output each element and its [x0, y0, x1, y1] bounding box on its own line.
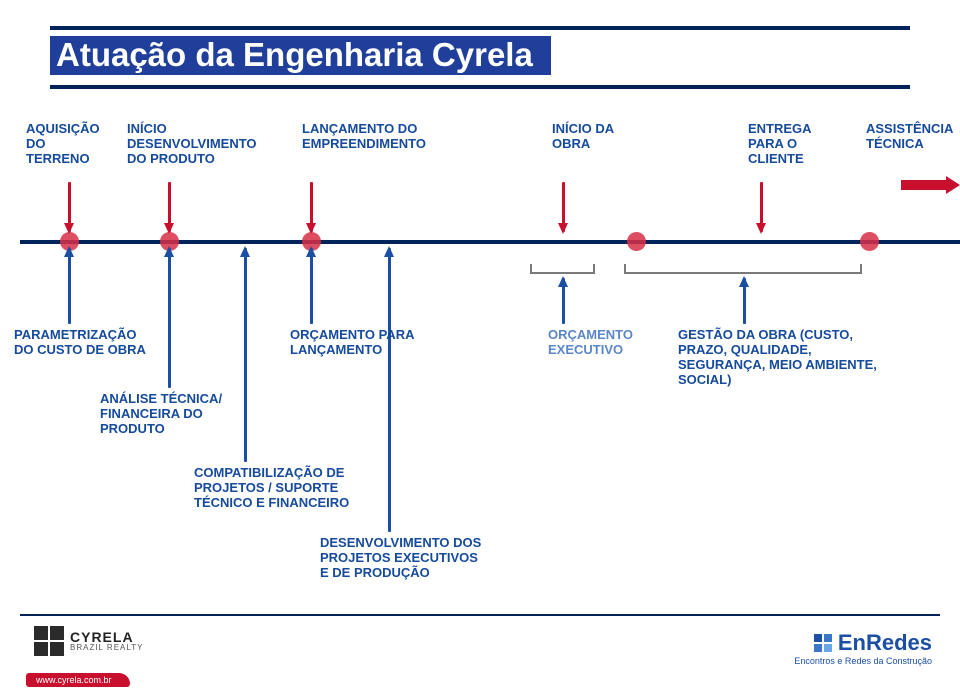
milestone-label: ASSISTÊNCIATÉCNICA	[866, 122, 960, 152]
activity-label-line: DO CUSTO DE OBRA	[14, 343, 174, 358]
timeline-dot	[627, 232, 646, 251]
milestone-label-line: ASSISTÊNCIA	[866, 122, 960, 137]
top-labels-area: AQUISIÇÃODOTERRENOINÍCIODESENVOLVIMENTOD…	[0, 118, 960, 218]
activity-label: ORÇAMENTOEXECUTIVO	[548, 328, 678, 358]
milestone-label-line: DO PRODUTO	[127, 152, 267, 167]
cyrela-logo: CYRELA BRAZIL REALTY	[34, 626, 143, 656]
activity-label-line: PROJETOS / SUPORTE	[194, 481, 374, 496]
enredes-logo-mark	[814, 634, 832, 652]
bracket-connector	[624, 264, 862, 274]
activity-label-line: ANÁLISE TÉCNICA/	[100, 392, 260, 407]
milestone-label: INÍCIODESENVOLVIMENTODO PRODUTO	[127, 122, 267, 167]
activity-label-line: PARAMETRIZAÇÃO	[14, 328, 174, 343]
title-box: Atuação da Engenharia Cyrela	[50, 36, 551, 75]
activity-label: DESENVOLVIMENTO DOSPROJETOS EXECUTIVOSE …	[320, 536, 520, 581]
cyrela-logo-name: CYRELA	[70, 630, 143, 644]
activity-label-line: FINANCEIRA DO	[100, 407, 260, 422]
activity-label-line: TÉCNICO E FINANCEIRO	[194, 496, 374, 511]
activity-label-line: GESTÃO DA OBRA (CUSTO,	[678, 328, 908, 343]
milestone-label-line: LANÇAMENTO DO	[302, 122, 442, 137]
enredes-logo-name: EnRedes	[838, 630, 932, 656]
milestone-label-line: INÍCIO DA	[552, 122, 692, 137]
activity-label-line: PRODUTO	[100, 422, 260, 437]
enredes-logo-tagline: Encontros e Redes da Construção	[794, 656, 932, 666]
enredes-logo: EnRedes Encontros e Redes da Construção	[794, 630, 932, 666]
bracket-connector	[530, 264, 595, 274]
activity-label-line: SOCIAL)	[678, 373, 908, 388]
milestone-label-line: DESENVOLVIMENTO	[127, 137, 267, 152]
milestone-label-line: CLIENTE	[748, 152, 888, 167]
cyrela-logo-mark	[34, 626, 64, 656]
footer-rule	[20, 614, 940, 616]
footer: CYRELA BRAZIL REALTY www.cyrela.com.br E…	[0, 614, 960, 689]
activity-label-line: E DE PRODUÇÃO	[320, 566, 520, 581]
activity-label-line: ORÇAMENTO	[548, 328, 678, 343]
milestone-label: INÍCIO DAOBRA	[552, 122, 692, 152]
page-title: Atuação da Engenharia Cyrela	[56, 36, 533, 73]
activity-label: COMPATIBILIZAÇÃO DEPROJETOS / SUPORTETÉC…	[194, 466, 374, 511]
milestone-label-line: TÉCNICA	[866, 137, 960, 152]
timeline-dot	[860, 232, 879, 251]
title-rules: Atuação da Engenharia Cyrela	[50, 26, 910, 89]
bottom-labels-area: PARAMETRIZAÇÃODO CUSTO DE OBRA ANÁLISE TÉ…	[0, 310, 960, 610]
connector-arrow	[310, 182, 313, 232]
milestone-label: LANÇAMENTO DOEMPREENDIMENTO	[302, 122, 442, 152]
milestone-label-line: INÍCIO	[127, 122, 267, 137]
connector-arrow	[168, 182, 171, 232]
activity-label: PARAMETRIZAÇÃODO CUSTO DE OBRA	[14, 328, 174, 358]
cyrela-logo-sub: BRAZIL REALTY	[70, 644, 143, 652]
connector-arrow	[562, 182, 565, 232]
activity-label: GESTÃO DA OBRA (CUSTO,PRAZO, QUALIDADE,S…	[678, 328, 908, 388]
activity-label-line: LANÇAMENTO	[290, 343, 450, 358]
connector-arrow	[760, 182, 763, 232]
activity-label-line: ORÇAMENTO PARA	[290, 328, 450, 343]
activity-label-line: EXECUTIVO	[548, 343, 678, 358]
activity-label-line: COMPATIBILIZAÇÃO DE	[194, 466, 374, 481]
activity-label: ANÁLISE TÉCNICA/FINANCEIRA DOPRODUTO	[100, 392, 260, 437]
cyrela-url-pill: www.cyrela.com.br	[26, 673, 130, 687]
timeline	[20, 240, 960, 244]
activity-label-line: DESENVOLVIMENTO DOS	[320, 536, 520, 551]
activity-label: ORÇAMENTO PARALANÇAMENTO	[290, 328, 450, 358]
milestone-label-line: EMPREENDIMENTO	[302, 137, 442, 152]
activity-label-line: PROJETOS EXECUTIVOS	[320, 551, 520, 566]
connector-arrow	[68, 182, 71, 232]
activity-label-line: PRAZO, QUALIDADE,	[678, 343, 908, 358]
activity-label-line: SEGURANÇA, MEIO AMBIENTE,	[678, 358, 908, 373]
milestone-label-line: OBRA	[552, 137, 692, 152]
